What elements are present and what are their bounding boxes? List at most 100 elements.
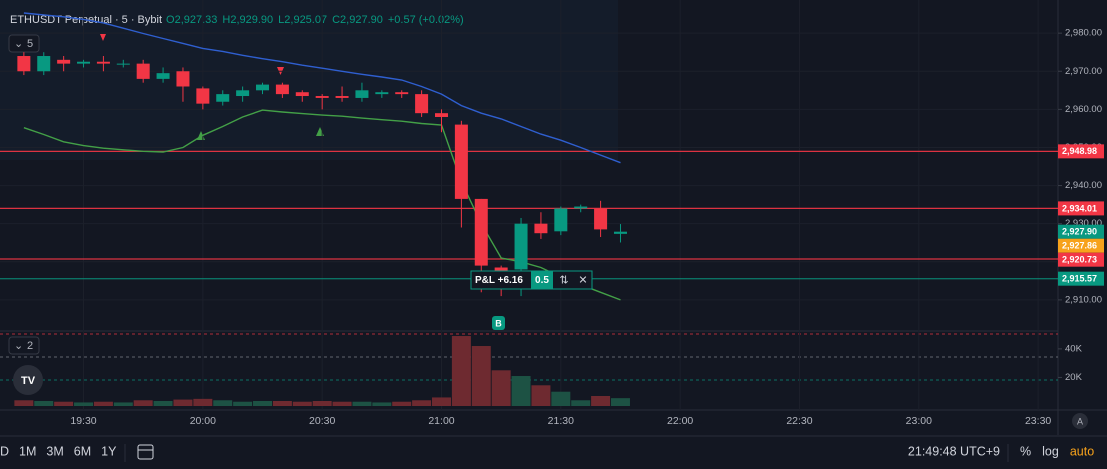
price-label-box bbox=[1058, 201, 1104, 216]
interval-label: 5 bbox=[27, 38, 33, 50]
scale-option[interactable]: % bbox=[1020, 444, 1031, 458]
volume-bar bbox=[173, 399, 193, 406]
x-tick-label: 20:00 bbox=[190, 415, 216, 427]
x-tick-label: 21:30 bbox=[548, 415, 574, 427]
interval-chip[interactable] bbox=[8, 34, 40, 53]
legend-value: L2,925.07 bbox=[278, 14, 327, 26]
legend-value: +0.57 (+0.02%) bbox=[388, 14, 464, 26]
candle-body bbox=[57, 59, 71, 64]
price-label: 2,934.01 bbox=[1062, 203, 1097, 213]
price-label: 2,927.86 bbox=[1062, 241, 1097, 251]
volume-bar bbox=[74, 402, 94, 406]
legend-value: H2,929.90 bbox=[222, 14, 273, 26]
price-label-box bbox=[1058, 224, 1104, 239]
candle-body bbox=[295, 92, 309, 97]
candle-body bbox=[77, 61, 91, 64]
volume-bar bbox=[93, 401, 113, 406]
volume-bar bbox=[312, 401, 332, 406]
candle-body bbox=[275, 84, 289, 95]
volume-bar bbox=[14, 400, 34, 406]
range-button[interactable]: 1Y bbox=[101, 444, 117, 458]
range-button[interactable]: 6M bbox=[74, 444, 91, 458]
candle-body bbox=[534, 223, 548, 234]
volume-bar bbox=[332, 401, 352, 406]
size-box bbox=[531, 271, 553, 289]
candle-body bbox=[434, 113, 448, 117]
volume-bar bbox=[54, 401, 74, 406]
candle-body bbox=[136, 63, 150, 79]
pane-label: 2 bbox=[27, 340, 33, 352]
volume-bar bbox=[253, 401, 273, 406]
price-label: 2,948.98 bbox=[1062, 146, 1097, 156]
pane-chip[interactable] bbox=[8, 336, 40, 355]
range-button[interactable]: D bbox=[0, 444, 9, 458]
logo[interactable] bbox=[13, 365, 43, 395]
y-tick-label: 2,970.00 bbox=[1065, 66, 1102, 77]
scale-option[interactable]: auto bbox=[1070, 444, 1094, 458]
indicator-line bbox=[23, 12, 621, 164]
volume-bar bbox=[451, 336, 471, 406]
x-tick-label: 23:00 bbox=[906, 415, 932, 427]
candle-body bbox=[196, 88, 210, 104]
volume-bar bbox=[113, 402, 133, 406]
legend-value: C2,927.90 bbox=[332, 14, 383, 26]
volume-bar bbox=[412, 400, 432, 406]
candle-body bbox=[315, 96, 329, 98]
candle-body bbox=[176, 71, 190, 87]
candle-body bbox=[574, 206, 588, 209]
volume-bar bbox=[233, 401, 253, 406]
candle-body bbox=[96, 61, 110, 64]
calendar-icon[interactable] bbox=[137, 444, 154, 460]
candle-body bbox=[236, 90, 250, 97]
candle-body bbox=[156, 73, 170, 79]
volume-bar bbox=[352, 401, 372, 406]
price-label-box bbox=[1058, 252, 1104, 267]
sell-marker bbox=[100, 34, 106, 41]
price-label: 2,915.57 bbox=[1062, 274, 1097, 284]
volume-bar bbox=[193, 398, 213, 406]
candle-body bbox=[116, 63, 130, 65]
candle-body bbox=[514, 223, 528, 270]
range-button[interactable]: 1M bbox=[19, 444, 36, 458]
volume-bar bbox=[292, 401, 312, 406]
candle-body bbox=[256, 84, 270, 91]
price-label: 2,920.73 bbox=[1062, 255, 1097, 265]
y-tick-label: 2,930.00 bbox=[1065, 218, 1102, 229]
candle-body bbox=[454, 124, 468, 199]
volume-bar bbox=[392, 401, 412, 406]
close-button[interactable]: ✕ bbox=[578, 274, 587, 286]
volume-bar bbox=[34, 401, 54, 406]
chevron: ⌄ bbox=[14, 38, 23, 50]
price-label-box bbox=[1058, 144, 1104, 159]
candle-body bbox=[554, 208, 568, 232]
volume-bar bbox=[491, 370, 511, 406]
y-tick-label: 2,980.00 bbox=[1065, 28, 1102, 39]
range-button[interactable]: 3M bbox=[46, 444, 63, 458]
volume-bar bbox=[610, 398, 630, 406]
reverse-button[interactable]: ⇅ bbox=[559, 274, 568, 286]
volume-bar bbox=[571, 400, 591, 406]
size-label: 0.5 bbox=[535, 275, 549, 286]
band-fill bbox=[0, 0, 618, 160]
candle-body bbox=[216, 94, 230, 102]
candle-body bbox=[17, 56, 31, 72]
x-tick-label: 19:30 bbox=[70, 415, 96, 427]
y-tick-label: 2,940.00 bbox=[1065, 180, 1102, 191]
candle-body bbox=[613, 231, 627, 234]
volume-bar bbox=[372, 402, 392, 406]
volume-bar bbox=[591, 396, 611, 406]
candle-body bbox=[335, 96, 349, 98]
scale-badge[interactable] bbox=[1072, 413, 1088, 429]
volume-bar bbox=[431, 397, 451, 406]
volume-bar bbox=[133, 400, 153, 406]
candle-body bbox=[355, 90, 369, 98]
scale-badge-label: A bbox=[1077, 416, 1083, 426]
x-tick-label: 22:30 bbox=[786, 415, 812, 427]
price-label-box bbox=[1058, 271, 1104, 286]
y-tick-label: 2,960.00 bbox=[1065, 104, 1102, 115]
x-tick-label: 20:30 bbox=[309, 415, 335, 427]
x-tick-label: 22:00 bbox=[667, 415, 693, 427]
scale-option[interactable]: log bbox=[1042, 444, 1059, 458]
